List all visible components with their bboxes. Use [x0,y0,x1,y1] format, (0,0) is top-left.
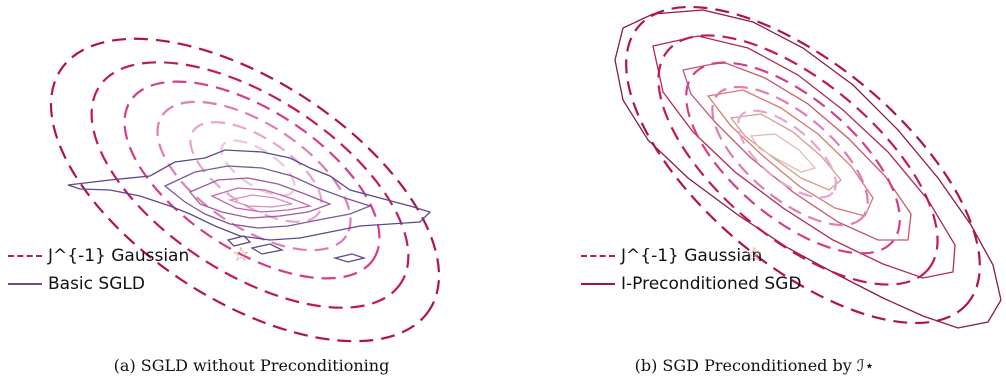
legend-label: J^{-1} Gaussian [48,246,190,266]
gaussian-contour-2 [657,34,939,286]
legend-label: J^{-1} Gaussian [621,246,763,266]
star-icon: ☆ [232,242,250,266]
gaussian-contour-5 [189,121,323,223]
sgld-contour-outer [67,149,432,241]
sgd-contour-6 [749,133,817,173]
legend-swatch-solid [581,283,615,285]
sgld-contour-3 [188,177,332,219]
legend-item-gaussian: J^{-1} Gaussian [8,242,189,270]
sgd-contours [614,9,1002,329]
legend-item-sgld: Basic SGLD [8,270,189,298]
sgld-fragment-1 [332,253,367,263]
panel-a: J^{-1} Gaussian Basic SGLD ☆ (a) SGLD wi… [8,37,441,375]
gaussian-contour-1 [625,5,981,325]
gaussian-contour-3 [123,80,381,280]
sgld-contour-5 [227,194,293,208]
legend-label: Basic SGLD [48,274,145,294]
gaussian-contour-5 [736,109,838,199]
legend-item-gaussian: J^{-1} Gaussian [581,242,801,270]
sgld-fragment-3 [226,235,252,247]
sgld-contour-2 [163,165,372,229]
sgld-contours [67,149,432,263]
gaussian-contour-4 [156,100,352,252]
gaussian-contours [49,37,441,343]
gaussian-contour-4 [711,85,869,227]
gaussian-contour-2 [90,61,410,309]
panel-b-legend: J^{-1} Gaussian I-Preconditioned SGD [581,242,801,298]
legend-swatch-solid [8,283,42,285]
panel-b: J^{-1} Gaussian I-Preconditioned SGD ☆ (… [503,0,1006,388]
legend-item-sgd: I-Preconditioned SGD [581,270,801,298]
sgd-contour-5 [729,113,842,191]
gaussian-contour-3 [685,61,901,255]
gaussian-contours [625,5,981,325]
gaussian-contour-1 [49,37,441,343]
panel-a-plot [49,37,441,343]
sgd-contour-2 [652,35,956,279]
panel-a-legend: J^{-1} Gaussian Basic SGLD [8,242,189,298]
panel-b-caption: (b) SGD Preconditioned by ℐ⋆ [634,356,875,375]
legend-swatch-dashed [581,255,615,257]
sgld-fragment-2 [250,243,284,255]
sgd-contour-4 [706,89,874,217]
star-icon: ☆ [745,242,763,266]
legend-label: I-Preconditioned SGD [621,274,802,294]
gaussian-contour-6 [220,139,296,197]
legend-swatch-dashed [8,255,42,257]
sgd-contour-3 [682,61,912,241]
sgld-contour-4 [210,187,313,213]
sgd-contour-outer [614,9,1002,329]
panel-b-plot [614,5,1002,329]
panel-a-caption: (a) SGLD without Preconditioning [113,356,390,375]
